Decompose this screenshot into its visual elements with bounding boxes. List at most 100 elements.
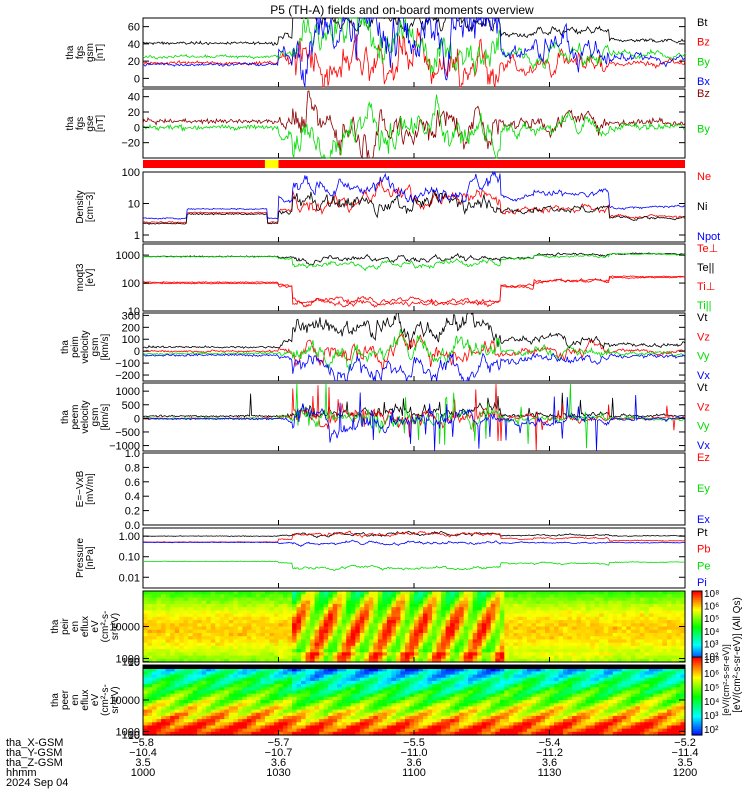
heatmap-cell	[337, 649, 343, 653]
series-line-Pi	[142, 539, 686, 547]
heatmap-cell	[504, 658, 510, 663]
heatmap-cell	[427, 700, 433, 704]
heatmap-cell	[481, 642, 487, 647]
heatmap-cell	[224, 684, 230, 688]
heatmap-cell	[224, 645, 230, 650]
heatmap-cell	[156, 712, 162, 717]
heatmap-cell	[635, 629, 641, 634]
heatmap-cell	[386, 642, 393, 647]
heatmap-cell	[233, 668, 239, 672]
heatmap-cell	[301, 731, 307, 736]
heatmap-cell	[264, 706, 271, 711]
heatmap-cell	[617, 600, 623, 605]
heatmap-cell	[391, 600, 397, 605]
heatmap-cell	[558, 712, 564, 717]
heatmap-cell	[179, 632, 185, 637]
heatmap-cell	[192, 620, 198, 624]
heatmap-cell	[283, 620, 289, 624]
heatmap-cell	[486, 722, 492, 727]
heatmap-cell	[517, 658, 523, 663]
heatmap-cell	[183, 690, 189, 695]
heatmap-cell	[350, 712, 356, 717]
heatmap-cell	[260, 693, 266, 698]
heatmap-cell	[400, 620, 406, 624]
heatmap-cell	[450, 687, 456, 692]
heatmap-cell	[459, 674, 465, 679]
heatmap-cell	[224, 731, 230, 736]
heatmap-cell	[513, 719, 519, 723]
heatmap-cell	[310, 706, 316, 711]
heatmap-cell	[585, 613, 591, 618]
heatmap-cell	[535, 649, 542, 653]
heatmap-cell	[386, 728, 393, 733]
heatmap-cell	[319, 620, 325, 624]
heatmap-cell	[188, 722, 194, 727]
heatmap-cell	[246, 728, 252, 733]
heatmap-cell	[495, 696, 501, 701]
heatmap-cell	[418, 623, 424, 628]
heatmap-cell	[215, 610, 221, 615]
heatmap-cell	[215, 674, 221, 679]
heatmap-cell	[228, 671, 234, 676]
heatmap-cell	[653, 642, 659, 647]
heatmap-cell	[477, 696, 483, 701]
heatmap-cell	[391, 613, 397, 618]
heatmap-cell	[206, 700, 212, 704]
heatmap-cell	[355, 696, 361, 701]
heatmap-cell	[183, 680, 189, 685]
heatmap-cell	[481, 731, 487, 736]
heatmap-cell	[576, 626, 582, 631]
heatmap-cell	[459, 719, 465, 723]
heatmap-cell	[368, 610, 374, 615]
heatmap-cell	[152, 639, 158, 644]
heatmap-cell	[445, 626, 451, 631]
heatmap-cell	[219, 636, 225, 641]
heatmap-cell	[486, 629, 492, 634]
heatmap-cell	[278, 728, 284, 733]
heatmap-cell	[504, 725, 510, 730]
heatmap-cell	[147, 722, 153, 727]
heatmap-cell	[183, 613, 189, 618]
heatmap-cell	[404, 728, 411, 733]
heatmap-cell	[463, 603, 469, 608]
heatmap-cell	[328, 719, 334, 723]
heatmap-cell	[264, 696, 271, 701]
heatmap-cell	[255, 652, 262, 657]
heatmap-cell	[143, 655, 149, 660]
heatmap-cell	[215, 626, 221, 631]
heatmap-cell	[251, 636, 257, 641]
heatmap-cell	[228, 645, 234, 650]
heatmap-cell	[273, 636, 280, 641]
heatmap-cell	[508, 722, 514, 727]
heatmap-cell	[590, 607, 596, 611]
heatmap-cell	[508, 680, 514, 685]
heatmap-cell	[273, 728, 280, 733]
heatmap-cell	[450, 684, 456, 688]
heatmap-cell	[224, 632, 230, 637]
heatmap-cell	[341, 597, 347, 602]
heatmap-cell	[373, 616, 379, 621]
legend-entry-Vx: Vx	[697, 440, 710, 452]
heatmap-cell	[495, 680, 501, 685]
y-label-line: moqt3	[75, 263, 86, 291]
heatmap-cell	[657, 642, 664, 647]
heatmap-cell	[246, 731, 252, 736]
heatmap-cell	[427, 636, 433, 641]
heatmap-cell	[554, 703, 560, 707]
heatmap-cell	[161, 722, 167, 727]
heatmap-cell	[305, 632, 311, 637]
heatmap-cell	[535, 703, 542, 707]
heatmap-cell	[648, 636, 654, 641]
heatmap-cell	[359, 728, 365, 733]
heatmap-cell	[391, 715, 397, 720]
heatmap-cell	[233, 632, 239, 637]
heatmap-cell	[355, 645, 361, 650]
heatmap-cell	[486, 610, 492, 615]
heatmap-cell	[305, 684, 311, 688]
heatmap-cell	[179, 680, 185, 685]
heatmap-cell	[310, 626, 316, 631]
heatmap-cell	[504, 722, 510, 727]
heatmap-cell	[377, 715, 383, 720]
heatmap-cell	[603, 607, 609, 611]
